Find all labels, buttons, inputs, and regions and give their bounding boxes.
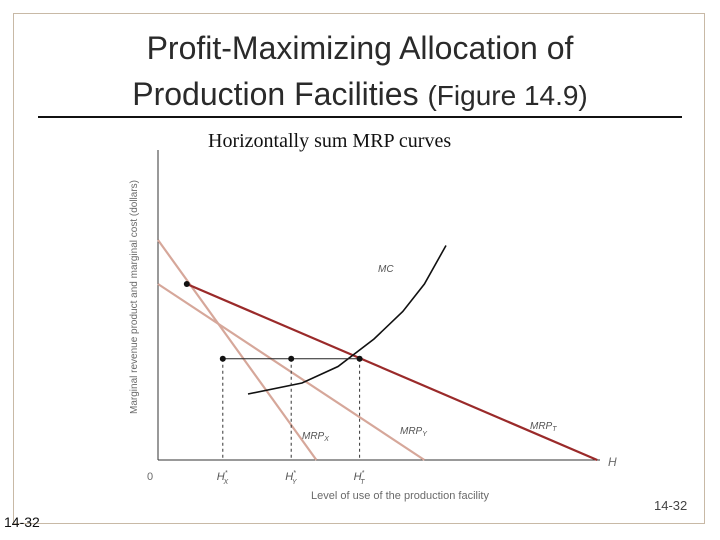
slide-title-text: Production Facilities <box>132 76 419 112</box>
slide-title-figure: (Figure 14.9) <box>427 80 588 111</box>
x-tick-label-1: H* X <box>217 470 229 486</box>
slide-number-right: 14-32 <box>654 498 688 513</box>
slide-title-line1: Profit-Maximizing Allocation of <box>146 30 574 66</box>
x-tick-label-3: H* T <box>354 470 366 486</box>
origin-label: 0 <box>147 471 153 483</box>
curve-label-mrpt: MRPT <box>530 421 557 433</box>
curve-label-mrpy: MRPY <box>400 426 428 438</box>
data-point-4 <box>183 281 190 287</box>
y-axis-label: Marginal revenue product and marginal co… <box>129 180 140 414</box>
slide-title-line2: Production Facilities (Figure 14.9) <box>40 76 680 113</box>
title-rule <box>38 116 682 118</box>
curve-mc <box>247 245 447 395</box>
data-point-2 <box>288 355 295 362</box>
curve-mrpt <box>186 282 598 462</box>
data-point-1 <box>219 355 226 362</box>
slide-subtitle: Horizontally sum MRP curves <box>208 130 452 152</box>
slide-frame <box>13 13 705 524</box>
curve-label-mc: MC <box>378 264 394 275</box>
x-tick-label-2: H* Y <box>285 470 298 486</box>
x-axis-label: Level of use of the production facility <box>311 490 489 502</box>
slide-number-left: 14-32 <box>4 514 40 530</box>
curve-label-mrpx: MRPX <box>302 431 329 443</box>
data-point-3 <box>356 355 363 362</box>
curve-mrpx <box>157 239 318 461</box>
x-axis-end-label: H <box>608 455 617 469</box>
